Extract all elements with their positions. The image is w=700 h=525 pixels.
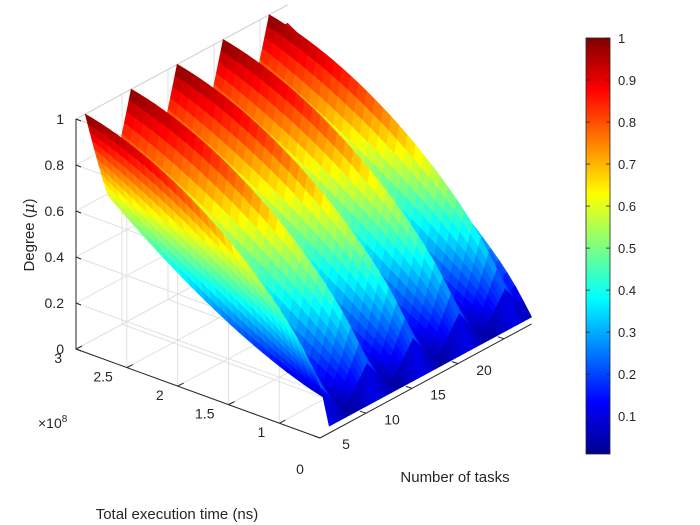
z-tick-mark: [75, 164, 82, 168]
colorbar-tick-label: 0.9: [618, 73, 636, 88]
x-tick-label: 10: [384, 411, 400, 427]
x-tick-label: 20: [476, 362, 492, 378]
z-tick-label: 0.8: [45, 157, 65, 173]
x-tick-label: 0: [296, 461, 304, 477]
y-tick-label: 3: [54, 350, 62, 366]
colorbar-tick-label: 0.7: [618, 157, 636, 172]
x-tick-mark: [451, 361, 459, 365]
z-tick-mark: [75, 302, 82, 306]
y-tick-label: 2.5: [93, 369, 113, 385]
colorbar-tick-label: 0.6: [618, 199, 636, 214]
x-tick-label: 5: [342, 436, 350, 452]
z-tick-label: 1: [56, 111, 64, 127]
z-tick-mark: [75, 256, 82, 260]
x-tick-mark: [359, 410, 367, 414]
colorbar-tick-label: 0.5: [618, 241, 636, 256]
colorbar-tick-label: 0.1: [618, 409, 636, 424]
y-tick-label: 1.5: [195, 406, 215, 422]
z-tick-label: 0.2: [45, 295, 65, 311]
colorbar-tick-label: 0.3: [618, 325, 636, 340]
z-tick-mark: [75, 210, 82, 214]
colorbar-gradient: [585, 37, 611, 455]
y-axis-exponent: ×108: [38, 414, 68, 431]
x-tick-label: 15: [430, 387, 446, 403]
surface-plot: [84, 14, 532, 427]
y-tick-mark: [228, 401, 235, 406]
y-tick-mark: [279, 419, 286, 424]
z-tick-label: 0.6: [45, 203, 65, 219]
colorbar-tick-label: 1: [618, 31, 625, 46]
y-tick-label: 2: [156, 387, 164, 403]
y-axis-label: Total execution time (ns): [96, 506, 259, 523]
colorbar-tick-label: 0.2: [618, 367, 636, 382]
z-tick-label: 0: [56, 341, 64, 357]
colorbar-tick-label: 0.8: [618, 115, 636, 130]
z-axis-label: Degree (μ): [20, 198, 38, 271]
z-tick-mark: [75, 118, 82, 122]
x-axis-label: Number of tasks: [400, 469, 509, 486]
colorbar-tick-label: 0.4: [618, 283, 636, 298]
y-tick-mark: [126, 364, 134, 368]
colorbar: 0.1 0.2 0.3 0.4 0.5 0.6 0.7 0.8 0.9 1: [585, 31, 636, 455]
y-tick-mark: [75, 345, 83, 350]
x-axis-line: [319, 323, 532, 439]
z-tick-label: 0.4: [45, 249, 65, 265]
y-tick-mark: [177, 382, 184, 387]
x-tick-mark: [497, 336, 505, 340]
x-tick-mark: [405, 385, 413, 389]
y-tick-label: 1: [258, 424, 266, 440]
x-tick-mark: [313, 435, 321, 439]
surface-patch: [320, 387, 332, 427]
